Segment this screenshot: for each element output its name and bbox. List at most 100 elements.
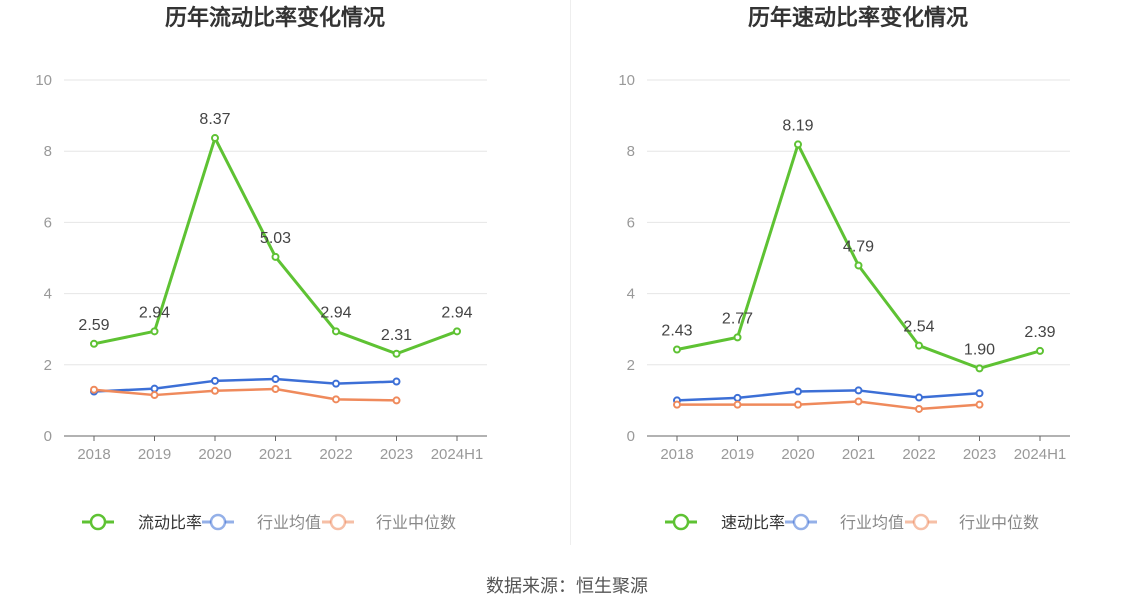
chart-title: 历年流动比率变化情况 bbox=[165, 5, 385, 30]
x-tick-label: 2023 bbox=[380, 446, 413, 463]
data-point bbox=[271, 375, 280, 384]
data-point bbox=[392, 377, 401, 386]
y-tick-label: 8 bbox=[627, 143, 635, 160]
data-point bbox=[332, 327, 340, 336]
y-tick-label: 2 bbox=[44, 357, 52, 374]
legend-item: 速动比率 bbox=[665, 513, 785, 532]
series-line bbox=[676, 142, 1041, 370]
y-tick-label: 4 bbox=[44, 286, 52, 303]
legend-item: 行业均值 bbox=[785, 513, 904, 532]
legend-marker bbox=[329, 513, 347, 531]
x-tick-label: 2020 bbox=[781, 446, 814, 463]
data-point bbox=[794, 400, 802, 409]
data-point bbox=[733, 333, 742, 342]
data-source-note: 数据来源：恒生聚源 bbox=[486, 576, 648, 596]
y-tick-label: 0 bbox=[627, 428, 635, 445]
data-point bbox=[211, 386, 219, 395]
legend-item: 流动比率 bbox=[82, 513, 202, 532]
x-tick-label: 2019 bbox=[138, 446, 171, 463]
x-tick-label: 2018 bbox=[77, 446, 110, 463]
x-tick-label: 2019 bbox=[721, 446, 754, 463]
legend-label: 行业中位数 bbox=[376, 514, 456, 532]
legend-marker bbox=[209, 513, 227, 531]
data-label: 2.43 bbox=[661, 322, 692, 339]
x-tick-label: 2021 bbox=[842, 446, 875, 463]
data-point bbox=[673, 400, 681, 409]
data-point bbox=[392, 396, 401, 405]
data-label: 2.31 bbox=[381, 327, 412, 344]
panel-divider bbox=[570, 0, 571, 545]
data-point bbox=[453, 327, 461, 336]
data-point bbox=[392, 349, 401, 358]
data-point bbox=[975, 400, 984, 409]
data-label: 1.90 bbox=[964, 341, 995, 358]
data-point bbox=[332, 395, 340, 404]
x-tick-label: 2024H1 bbox=[431, 446, 484, 463]
x-tick-label: 2022 bbox=[902, 446, 935, 463]
legend-marker bbox=[792, 513, 810, 531]
data-point bbox=[915, 393, 923, 402]
series-line bbox=[93, 377, 397, 393]
legend-label: 行业均值 bbox=[257, 514, 321, 532]
y-tick-label: 8 bbox=[44, 143, 52, 160]
data-label: 2.94 bbox=[441, 304, 472, 321]
data-point bbox=[854, 397, 863, 406]
y-tick-label: 4 bbox=[627, 286, 635, 303]
legend-item: 行业中位数 bbox=[322, 513, 456, 532]
y-tick-label: 6 bbox=[44, 214, 52, 231]
series-line bbox=[93, 387, 397, 402]
data-point bbox=[90, 339, 98, 348]
legend-marker bbox=[89, 513, 107, 531]
data-point bbox=[150, 327, 159, 336]
legend-label: 行业均值 bbox=[840, 514, 904, 532]
legend-label: 流动比率 bbox=[138, 514, 202, 532]
y-tick-label: 2 bbox=[627, 357, 635, 374]
data-label: 2.77 bbox=[722, 310, 753, 327]
data-point bbox=[271, 385, 280, 394]
y-tick-label: 6 bbox=[627, 214, 635, 231]
data-label: 2.54 bbox=[903, 319, 934, 336]
data-point bbox=[915, 404, 923, 413]
y-tick-label: 10 bbox=[35, 72, 52, 89]
data-point bbox=[1036, 346, 1044, 355]
data-label: 5.03 bbox=[260, 230, 291, 247]
data-label: 2.39 bbox=[1024, 324, 1055, 341]
legend-label: 速动比率 bbox=[721, 514, 785, 532]
y-tick-label: 10 bbox=[618, 72, 635, 89]
data-point bbox=[854, 261, 863, 270]
x-tick-label: 2024H1 bbox=[1014, 446, 1067, 463]
legend-marker bbox=[912, 513, 930, 531]
data-label: 8.37 bbox=[199, 111, 230, 128]
data-point bbox=[854, 386, 863, 395]
chart-panel-2: 历年速动比率变化情况 0 2 4 6 8 10 2018 2019 2020 2021 2022 202… bbox=[618, 5, 1070, 532]
x-tick-label: 2018 bbox=[660, 446, 693, 463]
data-label: 4.79 bbox=[843, 238, 874, 255]
data-point bbox=[975, 364, 984, 373]
chart-panel-1: 历年流动比率变化情况 0 2 4 6 8 10 2018 2019 2020 2021 2022 202… bbox=[35, 5, 487, 532]
data-label: 2.59 bbox=[78, 317, 109, 334]
data-point bbox=[332, 379, 340, 388]
x-tick-label: 2021 bbox=[259, 446, 292, 463]
data-point bbox=[211, 134, 219, 143]
data-point bbox=[915, 341, 923, 350]
data-point bbox=[150, 384, 159, 393]
x-tick-label: 2023 bbox=[963, 446, 996, 463]
legend-item: 行业中位数 bbox=[905, 513, 1039, 532]
x-tick-label: 2022 bbox=[319, 446, 352, 463]
y-tick-label: 0 bbox=[44, 428, 52, 445]
legend-marker bbox=[672, 513, 690, 531]
x-tick-label: 2020 bbox=[198, 446, 231, 463]
data-point bbox=[90, 385, 98, 394]
series-line bbox=[677, 400, 980, 411]
chart-title: 历年速动比率变化情况 bbox=[748, 5, 968, 30]
data-point bbox=[794, 140, 802, 149]
data-point bbox=[733, 393, 742, 402]
legend-label: 行业中位数 bbox=[959, 514, 1039, 532]
data-point bbox=[211, 376, 219, 385]
data-label: 8.19 bbox=[782, 117, 813, 134]
data-point bbox=[271, 252, 280, 261]
series-line bbox=[676, 389, 980, 402]
data-point bbox=[733, 400, 742, 409]
